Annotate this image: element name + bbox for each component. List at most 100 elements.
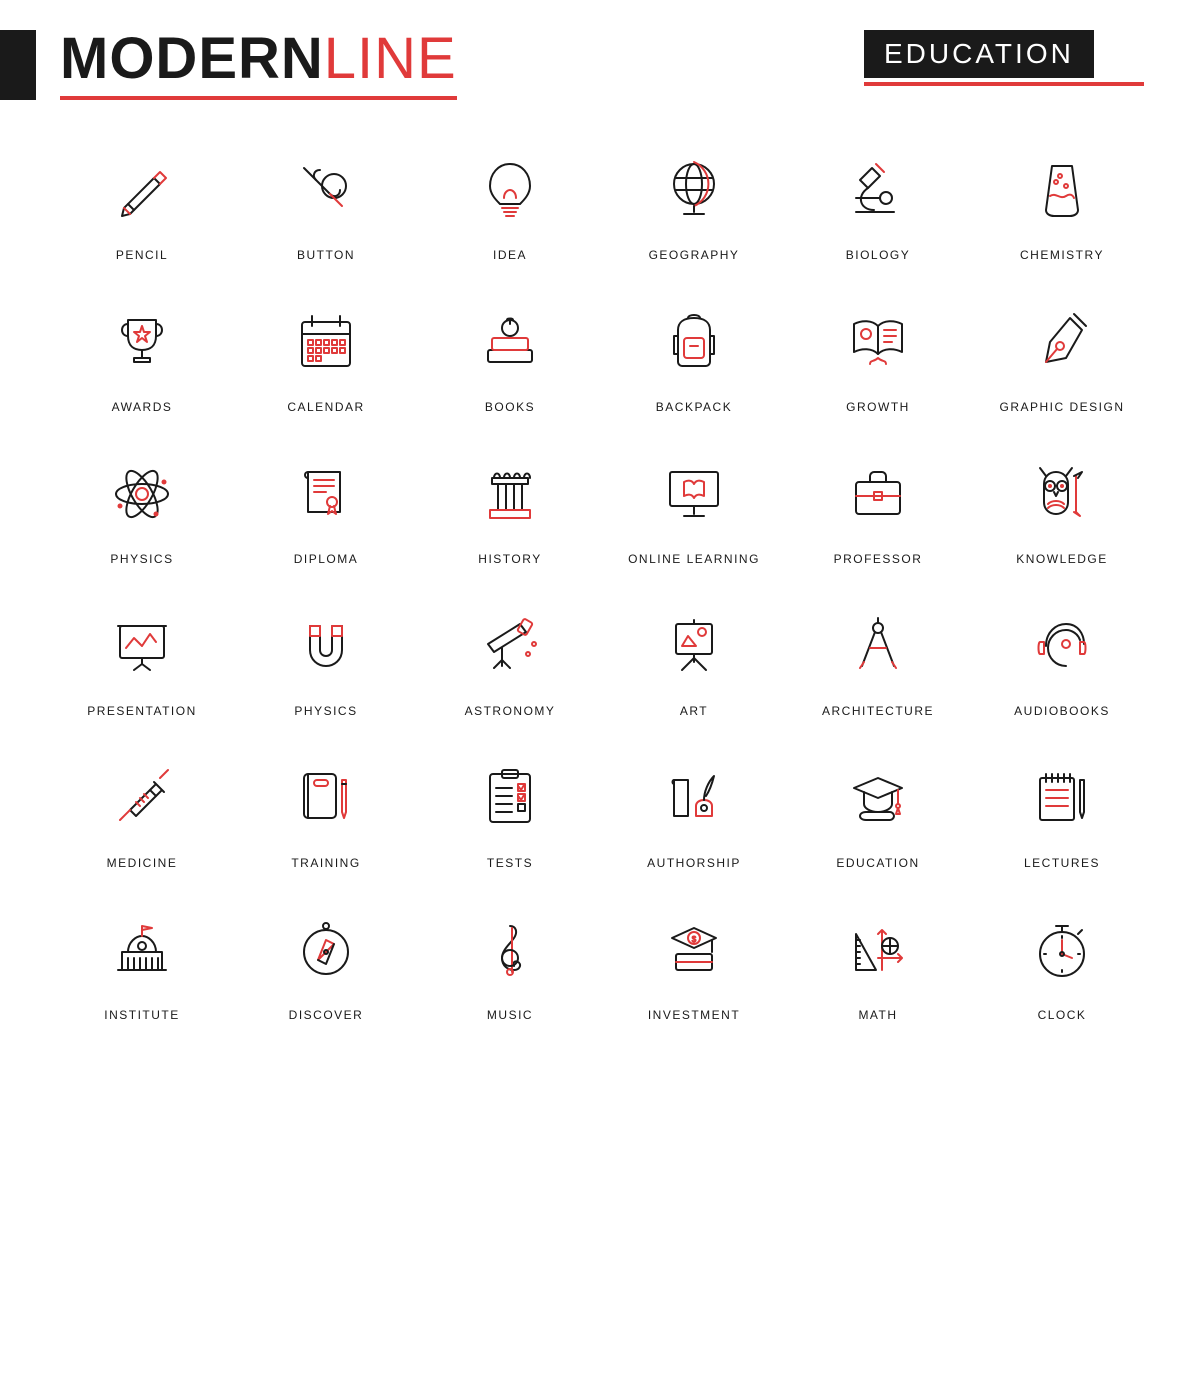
owl-icon bbox=[1022, 454, 1102, 534]
cell-investment: $ INVESTMENT bbox=[612, 910, 776, 1022]
open-book-icon bbox=[838, 302, 918, 382]
header: MODERN LINE EDUCATION bbox=[0, 0, 1204, 120]
backpack-icon bbox=[654, 302, 734, 382]
ruler-graph-icon bbox=[838, 910, 918, 990]
cell-training: TRAINING bbox=[244, 758, 408, 870]
category-badge: EDUCATION bbox=[864, 30, 1094, 78]
globe-icon bbox=[654, 150, 734, 230]
education-label: EDUCATION bbox=[836, 856, 919, 870]
treble-clef-icon bbox=[470, 910, 550, 990]
cell-idea: IDEA bbox=[428, 150, 592, 262]
pencil-icon bbox=[102, 150, 182, 230]
graphic-design-label: GRAPHIC DESIGN bbox=[999, 400, 1124, 414]
cell-graphic-design: GRAPHIC DESIGN bbox=[980, 302, 1144, 414]
online-learning-label: ONLINE LEARNING bbox=[628, 552, 760, 566]
money-cap-icon: $ bbox=[654, 910, 734, 990]
graduation-cap-icon bbox=[838, 758, 918, 838]
books-label: BOOKS bbox=[485, 400, 535, 414]
authorship-label: AUTHORSHIP bbox=[647, 856, 741, 870]
backpack-label: BACKPACK bbox=[656, 400, 732, 414]
cell-professor: PROFESSOR bbox=[796, 454, 960, 566]
art-label: ART bbox=[680, 704, 708, 718]
professor-label: PROFESSOR bbox=[834, 552, 923, 566]
pencil-label: PENCIL bbox=[116, 248, 168, 262]
cell-button: BUTTON bbox=[244, 150, 408, 262]
badge-text: EDUCATION bbox=[884, 38, 1074, 69]
calendar-label: CALENDAR bbox=[287, 400, 364, 414]
cell-authorship: AUTHORSHIP bbox=[612, 758, 776, 870]
cell-history: HISTORY bbox=[428, 454, 592, 566]
cell-architecture: ARCHITECTURE bbox=[796, 606, 960, 718]
stopwatch-icon bbox=[1022, 910, 1102, 990]
compass-icon bbox=[286, 910, 366, 990]
monitor-icon bbox=[654, 454, 734, 534]
header-left: MODERN LINE bbox=[0, 30, 457, 100]
audiobooks-label: AUDIOBOOKS bbox=[1014, 704, 1110, 718]
chemistry-label: CHEMISTRY bbox=[1020, 248, 1104, 262]
cell-chemistry: CHEMISTRY bbox=[980, 150, 1144, 262]
cell-education: EDUCATION bbox=[796, 758, 960, 870]
cell-astronomy: ASTRONOMY bbox=[428, 606, 592, 718]
cell-tests: TESTS bbox=[428, 758, 592, 870]
math-label: MATH bbox=[858, 1008, 897, 1022]
cell-institute: INSTITUTE bbox=[60, 910, 224, 1022]
syringe-icon bbox=[102, 758, 182, 838]
presentation-label: PRESENTATION bbox=[87, 704, 197, 718]
calendar-icon bbox=[286, 302, 366, 382]
cell-diploma: DIPLOMA bbox=[244, 454, 408, 566]
pushpin-icon bbox=[286, 150, 366, 230]
cell-medicine: MEDICINE bbox=[60, 758, 224, 870]
title-part1: MODERN bbox=[60, 30, 324, 88]
notebook-pencil-icon bbox=[286, 758, 366, 838]
institute-label: INSTITUTE bbox=[104, 1008, 180, 1022]
trophy-icon bbox=[102, 302, 182, 382]
header-right: EDUCATION bbox=[864, 30, 1144, 86]
books-icon bbox=[470, 302, 550, 382]
pen-nib-icon bbox=[1022, 302, 1102, 382]
cell-physics2: PHYSICS bbox=[244, 606, 408, 718]
lightbulb-icon bbox=[470, 150, 550, 230]
flask-icon bbox=[1022, 150, 1102, 230]
briefcase-icon bbox=[838, 454, 918, 534]
idea-label: IDEA bbox=[493, 248, 527, 262]
physics2-label: PHYSICS bbox=[294, 704, 357, 718]
physics-label: PHYSICS bbox=[110, 552, 173, 566]
building-icon bbox=[102, 910, 182, 990]
cell-calendar: CALENDAR bbox=[244, 302, 408, 414]
astronomy-label: ASTRONOMY bbox=[465, 704, 556, 718]
knowledge-label: KNOWLEDGE bbox=[1016, 552, 1108, 566]
page-title: MODERN LINE bbox=[60, 30, 457, 88]
icon-grid: PENCIL BUTTON IDEA GEOGRAPHY BIOLOGY CHE… bbox=[0, 120, 1204, 1042]
title-part2: LINE bbox=[324, 30, 457, 88]
notepad-icon bbox=[1022, 758, 1102, 838]
cell-music: MUSIC bbox=[428, 910, 592, 1022]
cell-math: MATH bbox=[796, 910, 960, 1022]
awards-label: AWARDS bbox=[112, 400, 173, 414]
cell-lectures: LECTURES bbox=[980, 758, 1144, 870]
cell-geography: GEOGRAPHY bbox=[612, 150, 776, 262]
cell-audiobooks: AUDIOBOOKS bbox=[980, 606, 1144, 718]
presentation-board-icon bbox=[102, 606, 182, 686]
history-label: HISTORY bbox=[478, 552, 541, 566]
clock-label: CLOCK bbox=[1038, 1008, 1087, 1022]
geography-label: GEOGRAPHY bbox=[649, 248, 740, 262]
microscope-icon bbox=[838, 150, 918, 230]
cell-discover: DISCOVER bbox=[244, 910, 408, 1022]
quill-inkwell-icon bbox=[654, 758, 734, 838]
cell-online-learning: ONLINE LEARNING bbox=[612, 454, 776, 566]
cell-pencil: PENCIL bbox=[60, 150, 224, 262]
diploma-label: DIPLOMA bbox=[294, 552, 359, 566]
title-underline bbox=[60, 96, 457, 100]
atom-icon bbox=[102, 454, 182, 534]
title-block: MODERN LINE bbox=[60, 30, 457, 100]
cell-backpack: BACKPACK bbox=[612, 302, 776, 414]
checklist-icon bbox=[470, 758, 550, 838]
easel-icon bbox=[654, 606, 734, 686]
training-label: TRAINING bbox=[291, 856, 360, 870]
discover-label: DISCOVER bbox=[289, 1008, 364, 1022]
investment-label: INVESTMENT bbox=[648, 1008, 740, 1022]
headphones-icon bbox=[1022, 606, 1102, 686]
column-icon bbox=[470, 454, 550, 534]
cell-clock: CLOCK bbox=[980, 910, 1144, 1022]
cell-awards: AWARDS bbox=[60, 302, 224, 414]
